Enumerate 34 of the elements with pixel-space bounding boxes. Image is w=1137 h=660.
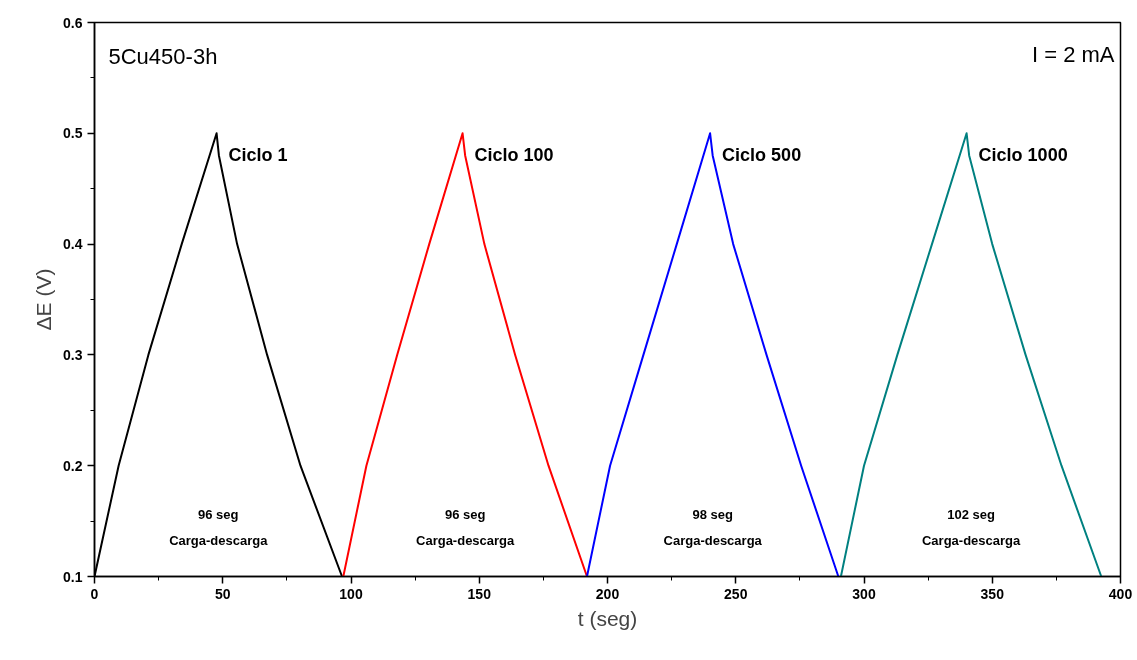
annotation: 102 seg <box>947 507 995 522</box>
line-series <box>585 132 840 577</box>
y-tick-label: 0.4 <box>63 236 83 253</box>
y-tick-label: 0.2 <box>63 457 83 474</box>
annotation: Carga-descarga <box>921 533 1021 548</box>
x-tick-label: 100 <box>339 585 363 602</box>
x-tick-label: 400 <box>1108 585 1133 602</box>
y-axis-title: ΔE (V) <box>32 268 56 331</box>
annotation: 98 seg <box>692 507 733 522</box>
series-label: Ciclo 1000 <box>978 145 1068 166</box>
x-axis-title: t (seg) <box>577 606 638 630</box>
text: 5Cu450-3h <box>108 43 218 69</box>
line-series <box>342 132 588 577</box>
annotation: 96 seg <box>198 507 239 522</box>
annotation: 96 seg <box>444 507 486 522</box>
annotation: Carga-descarga <box>663 533 763 548</box>
annotation: I = 2 mA <box>1031 41 1115 67</box>
series-label: Ciclo 500 <box>722 145 802 166</box>
y-tick-label: 0.5 <box>63 125 83 142</box>
annotation: Carga-descarga <box>416 533 516 548</box>
series-label: Ciclo 1 <box>228 145 288 166</box>
y-tick-label: 0.1 <box>63 568 83 585</box>
series-label: Ciclo 100 <box>474 145 554 166</box>
line-series <box>839 132 1103 577</box>
y-tick-label: 0.6 <box>63 14 83 31</box>
x-tick-label: 350 <box>980 585 1005 602</box>
annotation: Carga-descarga <box>169 533 269 548</box>
x-tick-label: 200 <box>595 585 620 602</box>
x-tick-label: 50 <box>214 585 231 602</box>
x-tick-label: 300 <box>852 585 876 602</box>
y-tick-label: 0.3 <box>63 346 83 363</box>
x-tick-label: 250 <box>724 585 748 602</box>
x-tick-label: 0 <box>90 585 99 602</box>
x-tick-label: 150 <box>467 585 492 602</box>
